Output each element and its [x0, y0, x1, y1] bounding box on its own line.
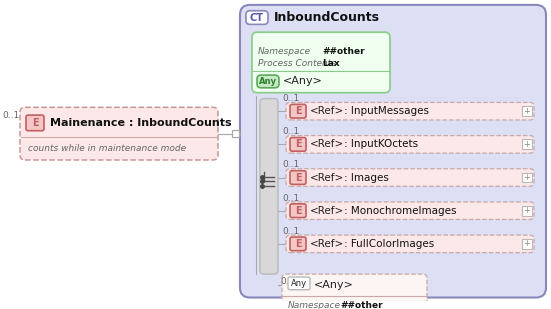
Text: : Images: : Images [344, 172, 389, 183]
FancyBboxPatch shape [290, 104, 306, 118]
FancyBboxPatch shape [286, 235, 534, 253]
FancyBboxPatch shape [260, 99, 278, 274]
FancyBboxPatch shape [282, 274, 427, 309]
Text: InboundCounts: InboundCounts [274, 11, 380, 24]
Text: counts while in maintenance mode: counts while in maintenance mode [28, 144, 186, 153]
Bar [522, 206, 532, 216]
Text: <Ref>: <Ref> [310, 172, 344, 183]
Text: Process Contents: Process Contents [258, 59, 336, 68]
Text: +: + [523, 239, 531, 248]
FancyBboxPatch shape [286, 169, 534, 186]
Text: E: E [295, 106, 301, 116]
Text: E: E [295, 206, 301, 216]
Text: CT: CT [250, 13, 264, 23]
FancyBboxPatch shape [286, 136, 534, 153]
Text: <Any>: <Any> [314, 280, 354, 290]
Text: : MonochromeImages: : MonochromeImages [344, 206, 456, 216]
FancyBboxPatch shape [290, 204, 306, 218]
Text: 0..*: 0..* [280, 277, 296, 286]
Text: Any: Any [259, 77, 277, 86]
FancyBboxPatch shape [257, 75, 279, 88]
FancyBboxPatch shape [246, 11, 268, 24]
FancyBboxPatch shape [290, 237, 306, 251]
Text: 0..1: 0..1 [282, 227, 299, 236]
Text: +: + [523, 107, 531, 116]
FancyBboxPatch shape [290, 171, 306, 184]
Text: E: E [32, 118, 39, 128]
Text: E: E [295, 239, 301, 249]
Text: 0..1: 0..1 [282, 127, 299, 136]
Text: Lax: Lax [322, 59, 339, 68]
Text: +: + [523, 206, 531, 215]
FancyBboxPatch shape [20, 107, 218, 160]
Bar [522, 173, 532, 182]
Text: Namespace: Namespace [288, 301, 341, 309]
Text: <Ref>: <Ref> [310, 106, 344, 116]
FancyBboxPatch shape [252, 32, 390, 93]
Text: : FullColorImages: : FullColorImages [344, 239, 434, 249]
Text: E: E [295, 172, 301, 183]
Text: E: E [295, 139, 301, 149]
Text: Namespace: Namespace [258, 47, 311, 56]
FancyBboxPatch shape [288, 277, 310, 290]
Text: ##other: ##other [340, 301, 382, 309]
Bar [522, 239, 532, 249]
FancyBboxPatch shape [290, 138, 306, 151]
Text: <Ref>: <Ref> [310, 206, 344, 216]
Text: 0..1: 0..1 [282, 94, 299, 103]
Bar [522, 139, 532, 149]
FancyBboxPatch shape [26, 115, 44, 131]
Text: <Any>: <Any> [283, 76, 323, 86]
Text: : InputMessages: : InputMessages [344, 106, 429, 116]
Text: Mainenance : InboundCounts: Mainenance : InboundCounts [50, 118, 231, 128]
Text: ##other: ##other [322, 47, 365, 56]
Text: <Ref>: <Ref> [310, 239, 344, 249]
Text: <Ref>: <Ref> [310, 139, 344, 149]
Text: 0..1: 0..1 [282, 160, 299, 169]
Bar [522, 106, 532, 116]
FancyBboxPatch shape [286, 102, 534, 120]
Text: 0..1: 0..1 [282, 193, 299, 202]
Text: : InputKOctets: : InputKOctets [344, 139, 418, 149]
FancyBboxPatch shape [240, 5, 546, 298]
FancyBboxPatch shape [286, 202, 534, 219]
Text: Any: Any [291, 279, 307, 288]
Text: +: + [523, 173, 531, 182]
Bar [232, 130, 239, 137]
Text: 0..1: 0..1 [2, 111, 19, 120]
Text: +: + [523, 140, 531, 149]
